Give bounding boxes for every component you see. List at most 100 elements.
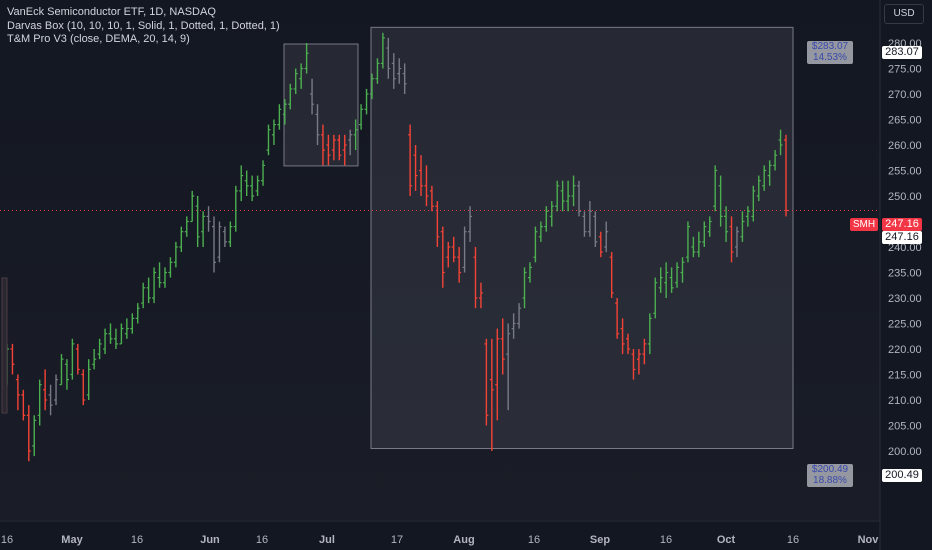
- ohlc-bar: [64, 359, 69, 390]
- ohlc-bar: [429, 185, 434, 212]
- ohlc-bar: [277, 104, 282, 130]
- ohlc-bar: [593, 211, 598, 247]
- ohlc-bar: [729, 216, 734, 263]
- last-price-tag: 247.16: [882, 218, 922, 231]
- plot-area: [0, 0, 880, 520]
- ohlc-bar: [146, 277, 151, 304]
- ohlc-bar: [81, 369, 86, 406]
- price-tick-label: 275.00: [888, 64, 922, 76]
- ohlc-bar: [141, 282, 146, 309]
- ohlc-bar: [162, 267, 167, 288]
- price-bars: [5, 32, 788, 462]
- price-tick-label: 210.00: [888, 395, 922, 407]
- time-tick-label: Oct: [717, 534, 736, 546]
- ohlc-bar: [446, 241, 451, 268]
- darvas-boxes: [283, 26, 794, 450]
- ohlc-bar: [653, 277, 658, 319]
- ohlc-bar: [359, 104, 364, 130]
- ohlc-bar: [32, 415, 37, 457]
- ohlc-bar: [740, 211, 745, 242]
- ohlc-bar: [457, 247, 462, 283]
- box-low-price: $200.49: [811, 464, 849, 475]
- ohlc-bar: [473, 247, 478, 309]
- ohlc-bar: [707, 216, 712, 237]
- ohlc-bar: [745, 206, 750, 227]
- ohlc-bar: [348, 129, 353, 156]
- ohlc-bar: [675, 262, 680, 288]
- ohlc-bar: [642, 338, 647, 365]
- ohlc-bar: [386, 37, 391, 79]
- ohlc-bar: [784, 134, 788, 217]
- ohlc-bar: [489, 338, 494, 451]
- time-axis: 16 May 16 Jun 16 Jul 17 Aug 16 Sep 16 Oct 16 Nov: [1, 534, 879, 546]
- ohlc-bar: [255, 175, 260, 196]
- time-tick-label: May: [61, 534, 83, 546]
- time-tick-label: 16: [1, 534, 13, 546]
- ohlc-bar: [620, 318, 625, 355]
- ohlc-bar: [626, 333, 631, 355]
- ohlc-bar: [702, 221, 707, 247]
- ohlc-bar: [544, 206, 549, 232]
- ohlc-bar: [669, 267, 674, 293]
- ohlc-bar: [691, 236, 696, 258]
- ohlc-bar: [103, 328, 108, 355]
- ohlc-bar: [195, 196, 200, 247]
- legend-symbol-title[interactable]: VanEck Semiconductor ETF, 1D, NASDAQ: [7, 6, 216, 18]
- price-tick-label: 205.00: [888, 421, 922, 433]
- ohlc-bar: [124, 318, 129, 339]
- ohlc-bar: [604, 221, 609, 253]
- ohlc-bar: [413, 145, 418, 191]
- ohlc-bar: [206, 206, 211, 232]
- ohlc-bar: [718, 175, 723, 227]
- ohlc-bar: [168, 257, 173, 278]
- time-tick-label: 16: [528, 534, 540, 546]
- time-tick-label: Jul: [319, 534, 335, 546]
- ohlc-bar: [15, 374, 20, 411]
- ohlc-bar: [478, 282, 483, 309]
- ohlc-bar: [37, 379, 42, 426]
- ohlc-bar: [500, 318, 505, 375]
- ohlc-bar: [402, 63, 407, 94]
- ohlc-bar: [527, 262, 532, 283]
- ohlc-bar: [762, 165, 767, 191]
- ohlc-bar: [451, 236, 456, 263]
- ohlc-bar: [685, 221, 690, 263]
- ohlc-bar: [233, 185, 238, 232]
- ohlc-bar: [647, 313, 652, 355]
- ohlc-bar: [48, 384, 53, 416]
- ohlc-bar: [250, 175, 255, 202]
- chart-legend: VanEck Semiconductor ETF, 1D, NASDAQ Dar…: [7, 6, 280, 47]
- ohlc-bar: [201, 211, 206, 247]
- price-tick-label: 220.00: [888, 344, 922, 356]
- ohlc-bar: [288, 83, 293, 110]
- ohlc-bar: [598, 231, 603, 258]
- ohlc-bar: [631, 349, 636, 380]
- ohlc-bar: [636, 349, 641, 375]
- ohlc-bar: [696, 231, 701, 258]
- axis-low-price: 200.49: [882, 469, 922, 482]
- price-tick-label: 215.00: [888, 370, 922, 382]
- price-tick-label: 230.00: [888, 293, 922, 305]
- ohlc-bar: [331, 134, 336, 161]
- time-tick-label: Jun: [200, 534, 220, 546]
- ohlc-bar: [533, 226, 538, 263]
- ohlc-bar: [59, 354, 64, 386]
- ohlc-bar: [773, 150, 778, 171]
- ohlc-bar: [756, 175, 761, 202]
- ohlc-bar: [724, 206, 729, 242]
- legend-darvas-indicator[interactable]: Darvas Box (10, 10, 10, 1, Solid, 1, Dot…: [7, 19, 280, 32]
- ohlc-bar: [228, 221, 233, 247]
- ohlc-bar: [375, 58, 380, 84]
- ohlc-bar: [571, 175, 576, 207]
- ohlc-bar: [119, 323, 124, 345]
- ohlc-bar: [391, 53, 396, 89]
- ohlc-bar: [582, 211, 587, 237]
- darvas-box: [370, 26, 794, 450]
- ohlc-bar: [113, 328, 118, 349]
- ohlc-bar: [315, 104, 320, 145]
- currency-button[interactable]: USD: [884, 4, 924, 24]
- price-tick-label: 200.00: [888, 446, 922, 458]
- ohlc-bar: [538, 221, 543, 242]
- legend-tm-indicator[interactable]: T&M Pro V3 (close, DEMA, 20, 14, 9): [7, 33, 190, 45]
